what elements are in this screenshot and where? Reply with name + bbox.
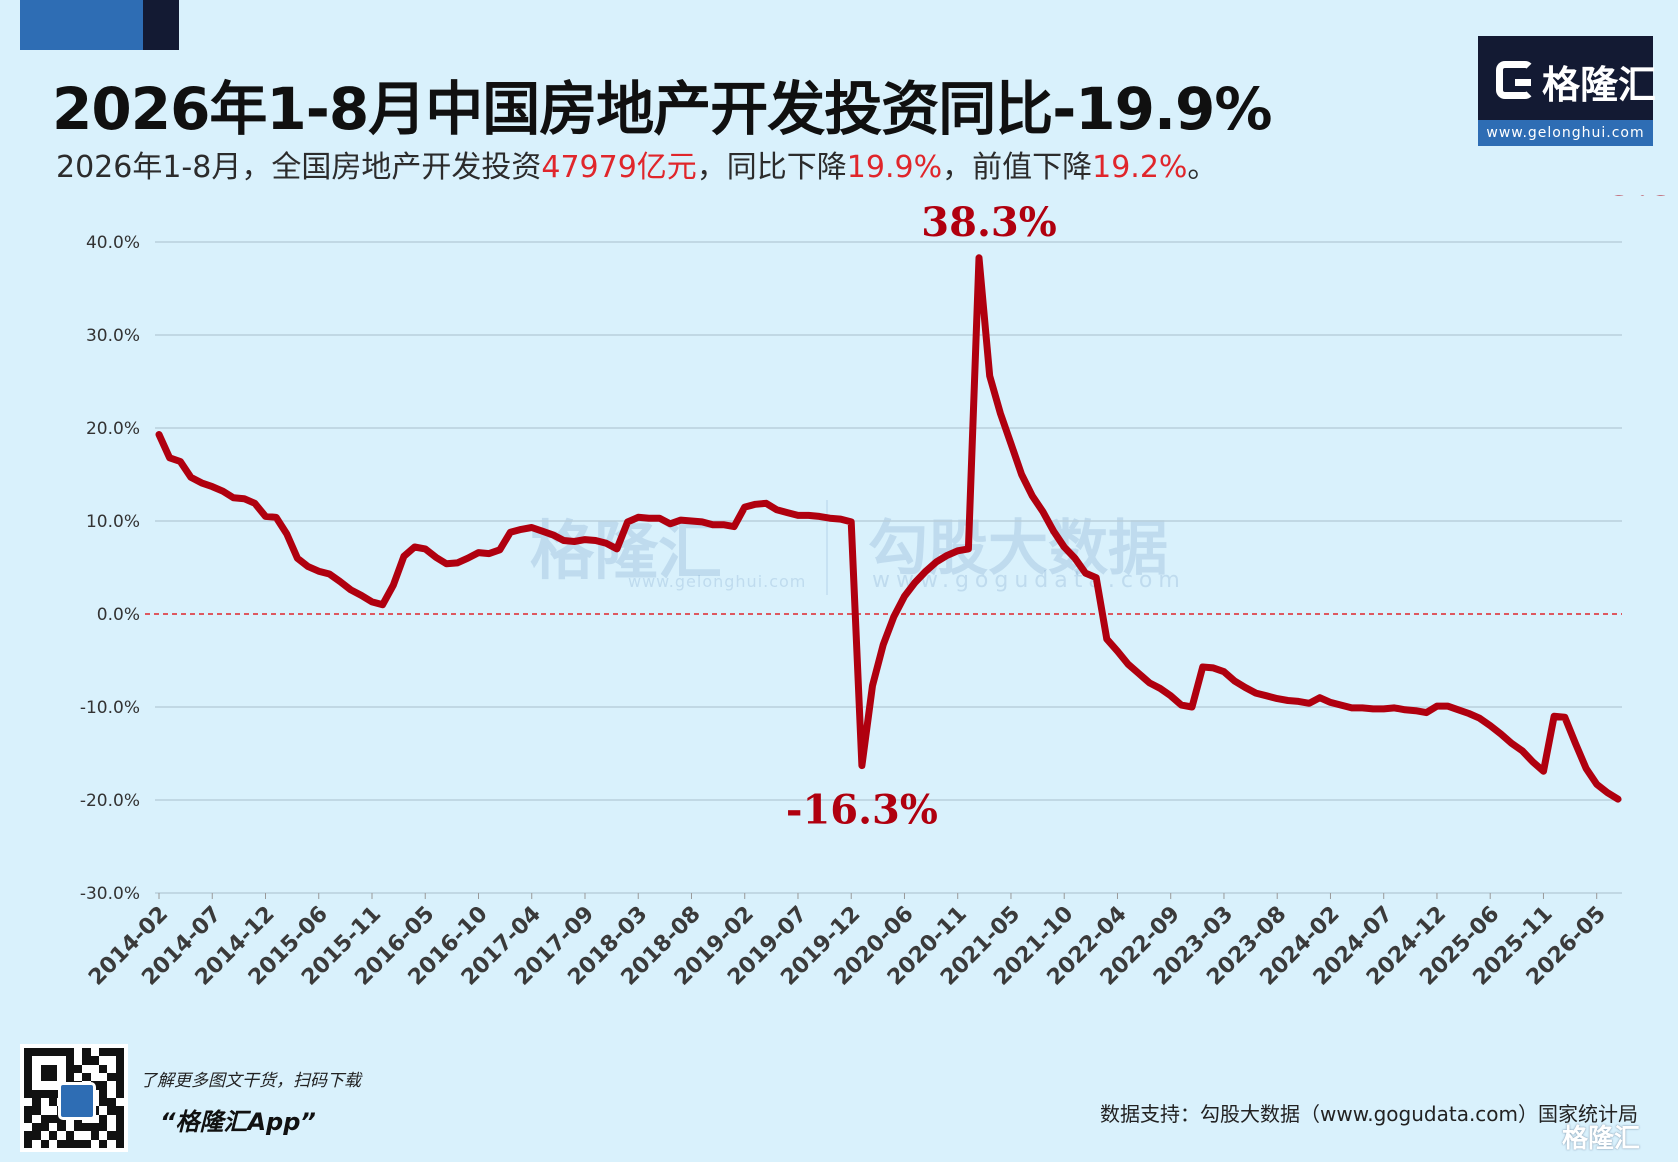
- qr-logo-icon: [58, 1082, 96, 1120]
- y-tick-label: 20.0%: [86, 419, 140, 439]
- qr-app-name: “格隆汇App”: [160, 1108, 316, 1136]
- watermark-gogudata: 勾股大数据: [868, 514, 1168, 584]
- page-title: 2026年1-8月中国房地产开发投资同比-19.9%: [52, 75, 1273, 143]
- brand-logo-url: www.gelonghui.com: [1478, 120, 1653, 146]
- y-tick-label: -10.0%: [80, 698, 140, 718]
- footer-brand: 格隆汇: [1562, 1124, 1641, 1154]
- data-label: 38.3%: [921, 199, 1056, 246]
- qr-caption: 了解更多图文干货，扫码下载: [140, 1071, 361, 1091]
- data-label: -16.3%: [786, 787, 938, 834]
- subtitle-part: 19.2%: [1092, 150, 1188, 185]
- page-subtitle: 2026年1-8月，全国房地产开发投资47979亿元，同比下降19.9%，前值下…: [56, 142, 1217, 186]
- y-tick-label: -30.0%: [80, 884, 140, 904]
- series-line: [155, 254, 1622, 803]
- y-tick-label: 30.0%: [86, 326, 140, 346]
- subtitle-part: 。: [1187, 150, 1218, 185]
- subtitle-part: 47979亿元: [541, 150, 697, 185]
- data-label: -19.9%: [1563, 195, 1678, 205]
- brand-logo: 格隆汇 www.gelonghui.com: [1478, 36, 1657, 146]
- qr-code: [20, 1044, 128, 1152]
- watermark-divider: [826, 500, 828, 595]
- gelonghui-logo-icon: [1496, 61, 1534, 99]
- top-accent-bar: [20, 0, 179, 50]
- y-tick-label: 40.0%: [86, 233, 140, 253]
- subtitle-part: 2026年1-8月，全国房地产开发投资: [56, 150, 542, 185]
- y-tick-label: 0.0%: [97, 605, 140, 625]
- subtitle-part: 19.9%: [846, 150, 943, 185]
- brand-logo-name: 格隆汇: [1542, 63, 1657, 107]
- subtitle-part: ，前值下降: [942, 150, 1093, 185]
- y-tick-label: 10.0%: [86, 512, 140, 532]
- line-chart: 40.0% 30.0% 20.0% 10.0% 0.0% -10.0% -20.0% -30.…: [80, 195, 1678, 991]
- watermark-gelonghui-url: www.gelonghui.com: [628, 572, 807, 591]
- data-source: 数据支持：勾股大数据（www.gogudata.com）国家统计局: [1100, 1102, 1639, 1126]
- subtitle-part: ，同比下降: [696, 150, 847, 185]
- y-tick-label: -20.0%: [80, 791, 140, 811]
